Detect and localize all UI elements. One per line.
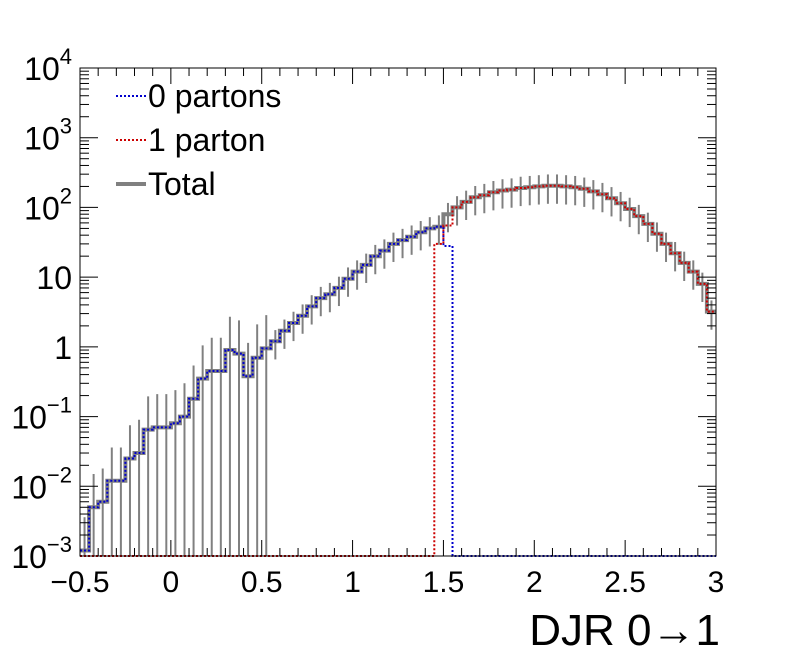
y-tick-label: 102 [24,183,72,226]
x-tick-label: 2 [526,566,543,599]
series-layer [80,174,716,557]
ticks-layer [79,68,717,557]
y-tick-label: 10−3 [11,532,72,575]
plot-frame [79,67,717,557]
series-1-parton [80,184,716,557]
x-tick-label: 0.5 [241,566,283,599]
x-tick-label: −0.5 [50,566,109,599]
x-axis-label: DJR 0→1 [529,606,720,655]
y-tick-label: 10−2 [11,462,72,505]
legend-label: Total [148,166,216,202]
x-tick-label: 1.5 [423,566,465,599]
legend-label: 1 parton [148,122,265,158]
y-tick-label: 10−1 [11,393,72,436]
y-tick-label: 10 [36,260,72,296]
legend-label: 0 partons [148,78,281,114]
x-tick-label: 1 [344,566,361,599]
y-tick-label: 1 [54,330,72,366]
x-tick-label: 3 [708,566,725,599]
x-tick-label: 0 [163,566,180,599]
x-tick-label: 2.5 [604,566,646,599]
y-tick-label: 104 [24,44,72,87]
legend: 0 partons 1 parton Total [116,78,281,202]
labels-layer: −0.5 0 0.5 1 1.5 2 2.5 3 10−3 10−2 10−1 1 10 102 103 10… [11,44,724,599]
y-tick-label: 103 [24,114,72,157]
